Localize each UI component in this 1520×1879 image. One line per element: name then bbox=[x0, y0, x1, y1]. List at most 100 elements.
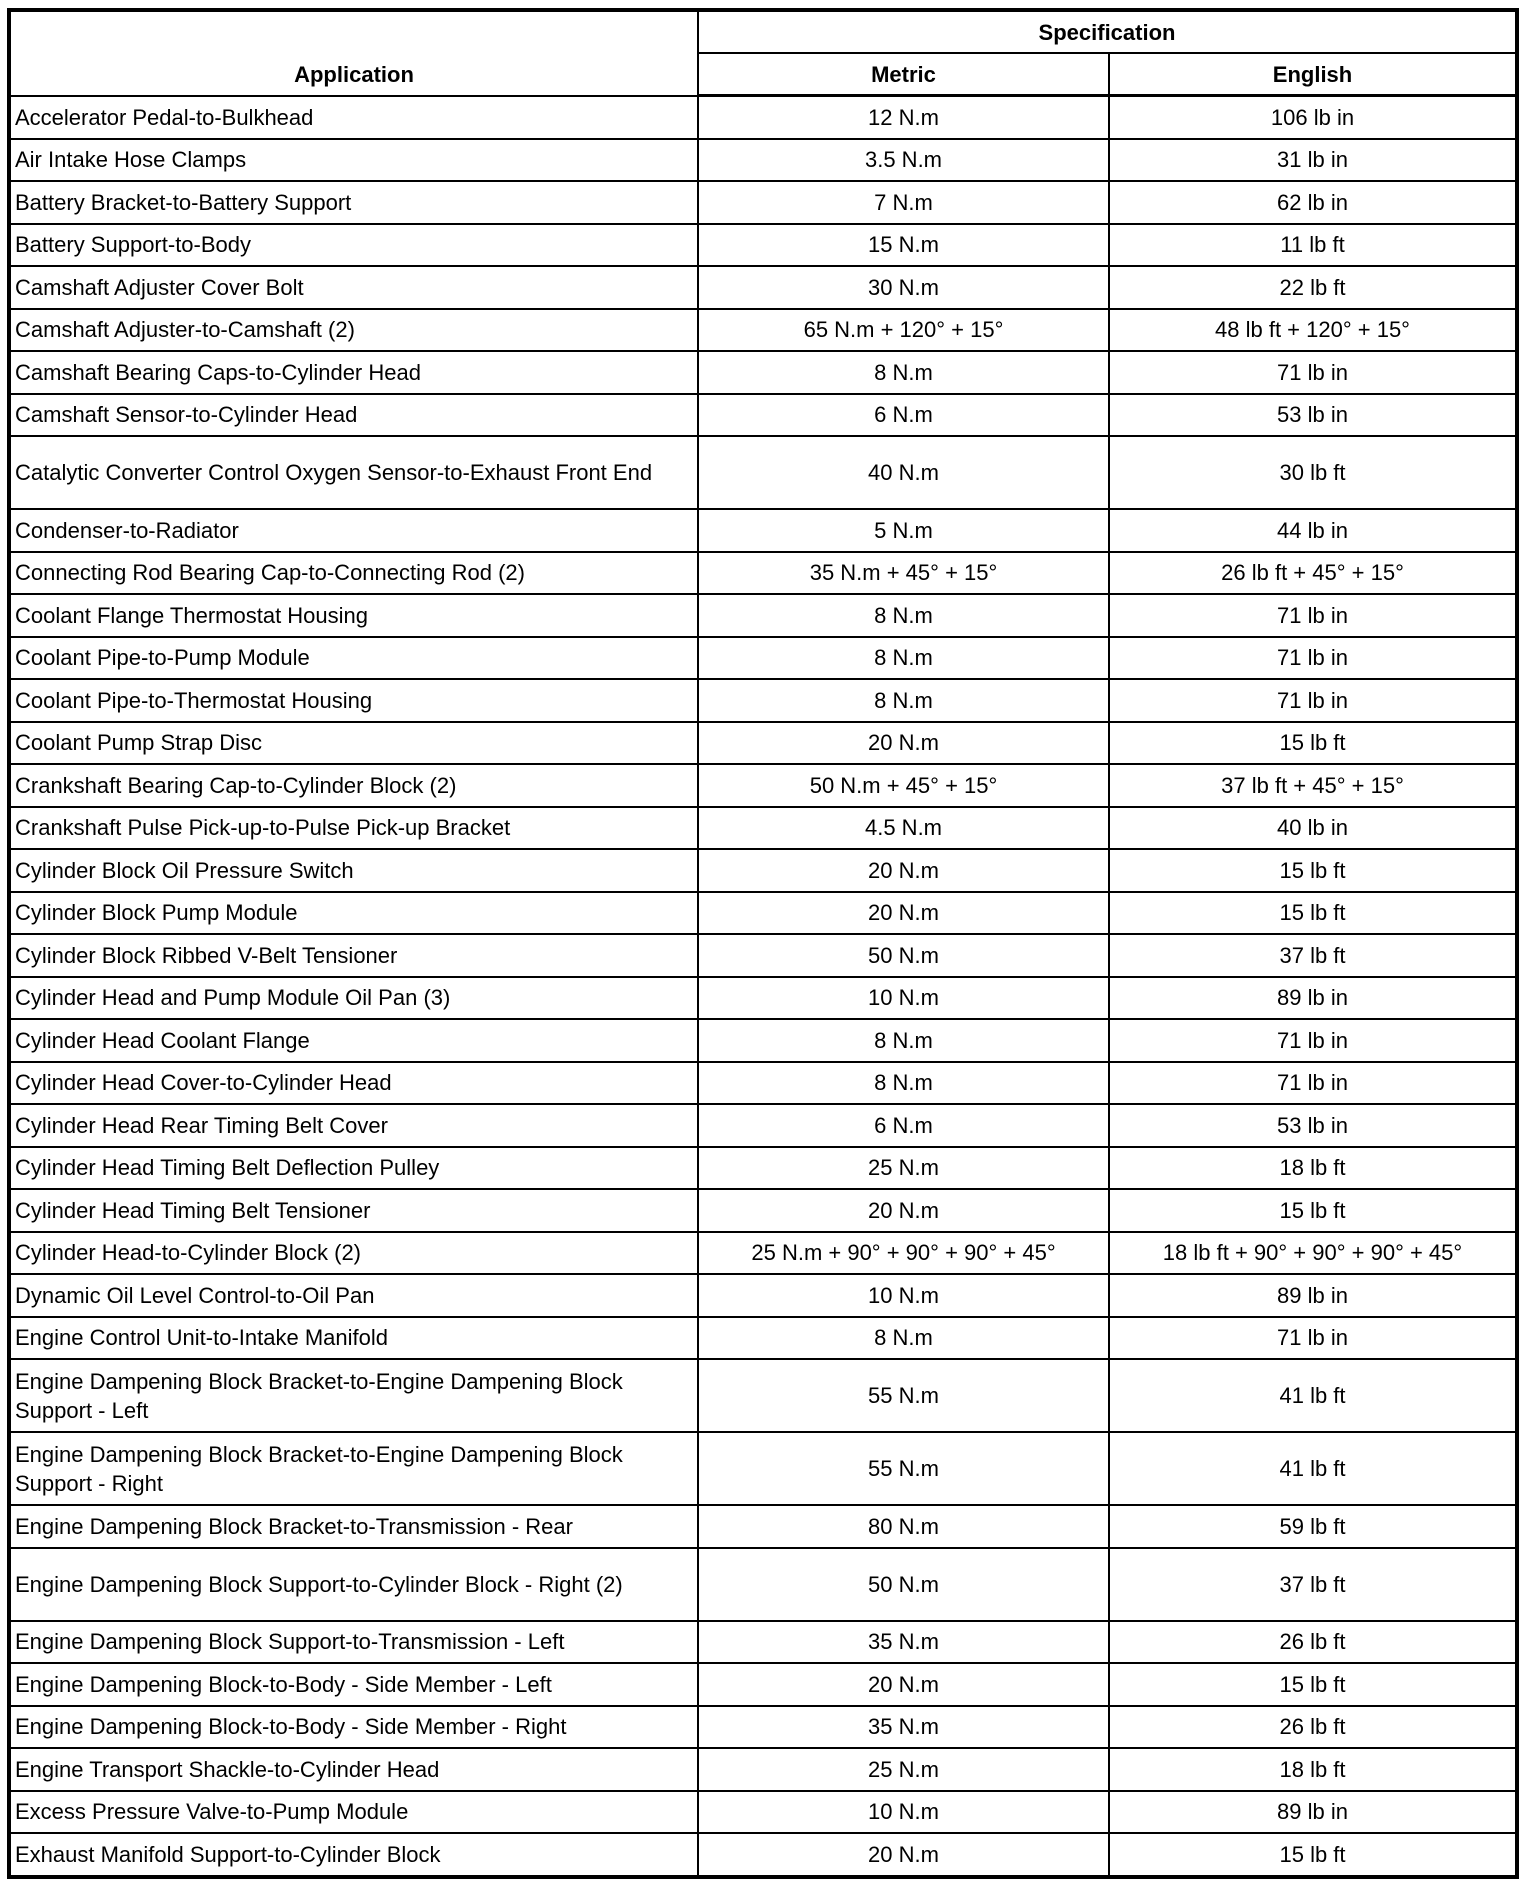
english-cell: 26 lb ft bbox=[1107, 1704, 1519, 1749]
table-row: Crankshaft Bearing Cap-to-Cylinder Block… bbox=[8, 763, 1519, 808]
english-cell: 18 lb ft + 90° + 90° + 90° + 45° bbox=[1107, 1230, 1519, 1275]
application-cell: Cylinder Head-to-Cylinder Block (2) bbox=[8, 1230, 699, 1275]
metric-cell: 3.5 N.m bbox=[697, 137, 1110, 182]
metric-cell: 8 N.m bbox=[697, 1060, 1110, 1105]
application-cell: Cylinder Head Timing Belt Deflection Pul… bbox=[8, 1145, 699, 1190]
english-cell: 15 lb ft bbox=[1107, 848, 1519, 893]
table-row: Cylinder Head Cover-to-Cylinder Head 8 N.… bbox=[8, 1060, 1519, 1105]
metric-cell: 80 N.m bbox=[697, 1504, 1110, 1549]
application-cell: Engine Control Unit-to-Intake Manifold bbox=[8, 1315, 699, 1360]
english-cell: 71 lb in bbox=[1107, 678, 1519, 723]
table-row: Coolant Pipe-to-Thermostat Housing 8 N.m 7… bbox=[8, 678, 1519, 723]
table-row: Cylinder Head Rear Timing Belt Cover 6 N.… bbox=[8, 1103, 1519, 1148]
table-row: Excess Pressure Valve-to-Pump Module 10 N… bbox=[8, 1789, 1519, 1834]
table-row: Camshaft Bearing Caps-to-Cylinder Head 8 … bbox=[8, 350, 1519, 395]
application-cell: Cylinder Head and Pump Module Oil Pan (3… bbox=[8, 975, 699, 1020]
table-row: Cylinder Block Oil Pressure Switch 20 N.m… bbox=[8, 848, 1519, 893]
metric-cell: 30 N.m bbox=[697, 265, 1110, 310]
application-cell: Engine Dampening Block-to-Body - Side Me… bbox=[8, 1662, 699, 1707]
table-row: Engine Dampening Block Support-to-Transm… bbox=[8, 1619, 1519, 1664]
metric-cell: 40 N.m bbox=[697, 435, 1110, 510]
english-cell: 15 lb ft bbox=[1107, 1188, 1519, 1233]
table-row: Camshaft Adjuster Cover Bolt 30 N.m 22 lb … bbox=[8, 265, 1519, 310]
table-row: Engine Control Unit-to-Intake Manifold 8 … bbox=[8, 1315, 1519, 1360]
metric-cell: 35 N.m bbox=[697, 1619, 1110, 1664]
metric-cell: 55 N.m bbox=[697, 1431, 1110, 1506]
application-cell: Camshaft Adjuster Cover Bolt bbox=[8, 265, 699, 310]
metric-cell: 10 N.m bbox=[697, 1789, 1110, 1834]
header-metric: Metric bbox=[697, 52, 1110, 97]
application-cell: Engine Dampening Block Bracket-to-Engine… bbox=[8, 1431, 699, 1506]
header-english: English bbox=[1107, 52, 1519, 97]
english-cell: 41 lb ft bbox=[1107, 1431, 1519, 1506]
english-cell: 40 lb in bbox=[1107, 805, 1519, 850]
metric-cell: 20 N.m bbox=[697, 848, 1110, 893]
application-cell: Coolant Pump Strap Disc bbox=[8, 720, 699, 765]
table-row: Coolant Flange Thermostat Housing 8 N.m 71… bbox=[8, 593, 1519, 638]
metric-cell: 20 N.m bbox=[697, 720, 1110, 765]
english-cell: 89 lb in bbox=[1107, 1273, 1519, 1318]
metric-cell: 25 N.m + 90° + 90° + 90° + 45° bbox=[697, 1230, 1110, 1275]
english-cell: 37 lb ft bbox=[1107, 1546, 1519, 1622]
english-cell: 11 lb ft bbox=[1107, 222, 1519, 267]
table-row: Condenser-to-Radiator 5 N.m 44 lb in bbox=[8, 508, 1519, 553]
application-cell: Cylinder Block Oil Pressure Switch bbox=[8, 848, 699, 893]
table-row: Engine Dampening Block Bracket-to-Engine… bbox=[8, 1358, 1519, 1433]
metric-cell: 6 N.m bbox=[697, 392, 1110, 437]
application-cell: Excess Pressure Valve-to-Pump Module bbox=[8, 1789, 699, 1834]
torque-spec-table: Application Specification Metric English… bbox=[7, 8, 1520, 1879]
application-cell: Coolant Pipe-to-Pump Module bbox=[8, 635, 699, 680]
english-cell: 30 lb ft bbox=[1107, 435, 1519, 510]
application-cell: Cylinder Block Ribbed V-Belt Tensioner bbox=[8, 933, 699, 978]
metric-cell: 50 N.m bbox=[697, 1546, 1110, 1622]
english-cell: 62 lb in bbox=[1107, 180, 1519, 225]
english-cell: 48 lb ft + 120° + 15° bbox=[1107, 307, 1519, 352]
application-cell: Cylinder Head Rear Timing Belt Cover bbox=[8, 1103, 699, 1148]
application-cell: Cylinder Head Coolant Flange bbox=[8, 1018, 699, 1063]
metric-cell: 6 N.m bbox=[697, 1103, 1110, 1148]
metric-cell: 65 N.m + 120° + 15° bbox=[697, 307, 1110, 352]
english-cell: 71 lb in bbox=[1107, 1060, 1519, 1105]
application-cell: Condenser-to-Radiator bbox=[8, 508, 699, 553]
metric-cell: 55 N.m bbox=[697, 1358, 1110, 1433]
metric-cell: 50 N.m bbox=[697, 933, 1110, 978]
application-cell: Cylinder Head Cover-to-Cylinder Head bbox=[8, 1060, 699, 1105]
application-cell: Connecting Rod Bearing Cap-to-Connecting… bbox=[8, 550, 699, 595]
english-cell: 15 lb ft bbox=[1107, 1662, 1519, 1707]
table-row: Cylinder Head-to-Cylinder Block (2) 25 N.… bbox=[8, 1230, 1519, 1275]
application-cell: Engine Dampening Block Bracket-to-Engine… bbox=[8, 1358, 699, 1433]
table-row: Cylinder Head Timing Belt Tensioner 20 N.… bbox=[8, 1188, 1519, 1233]
table-row: Engine Dampening Block-to-Body - Side Me… bbox=[8, 1662, 1519, 1707]
metric-cell: 20 N.m bbox=[697, 890, 1110, 935]
english-cell: 15 lb ft bbox=[1107, 720, 1519, 765]
english-cell: 31 lb in bbox=[1107, 137, 1519, 182]
application-cell: Engine Dampening Block-to-Body - Side Me… bbox=[8, 1704, 699, 1749]
english-cell: 18 lb ft bbox=[1107, 1145, 1519, 1190]
table-row: Camshaft Sensor-to-Cylinder Head 6 N.m 53 … bbox=[8, 392, 1519, 437]
english-cell: 106 lb in bbox=[1107, 94, 1519, 140]
english-cell: 71 lb in bbox=[1107, 635, 1519, 680]
english-cell: 71 lb in bbox=[1107, 350, 1519, 395]
application-cell: Air Intake Hose Clamps bbox=[8, 137, 699, 182]
application-cell: Crankshaft Pulse Pick-up-to-Pulse Pick-u… bbox=[8, 805, 699, 850]
metric-cell: 8 N.m bbox=[697, 635, 1110, 680]
english-cell: 41 lb ft bbox=[1107, 1358, 1519, 1433]
table-row: Connecting Rod Bearing Cap-to-Connecting… bbox=[8, 550, 1519, 595]
application-cell: Camshaft Adjuster-to-Camshaft (2) bbox=[8, 307, 699, 352]
application-cell: Battery Bracket-to-Battery Support bbox=[8, 180, 699, 225]
table-row: Cylinder Head Coolant Flange 8 N.m 71 lb i… bbox=[8, 1018, 1519, 1063]
application-cell: Engine Dampening Block Support-to-Transm… bbox=[8, 1619, 699, 1664]
header-specification: Specification bbox=[696, 9, 1519, 54]
application-cell: Engine Dampening Block Support-to-Cylind… bbox=[8, 1546, 699, 1622]
table-row: Cylinder Block Pump Module 20 N.m 15 lb ft bbox=[8, 890, 1519, 935]
metric-cell: 8 N.m bbox=[697, 1018, 1110, 1063]
table-row: Cylinder Block Ribbed V-Belt Tensioner 50… bbox=[8, 933, 1519, 978]
header-application: Application bbox=[8, 9, 699, 96]
english-cell: 26 lb ft bbox=[1107, 1619, 1519, 1664]
application-cell: Engine Dampening Block Bracket-to-Transm… bbox=[8, 1504, 699, 1549]
application-cell: Crankshaft Bearing Cap-to-Cylinder Block… bbox=[8, 763, 699, 808]
english-cell: 26 lb ft + 45° + 15° bbox=[1107, 550, 1519, 595]
table-row: Cylinder Head Timing Belt Deflection Pul… bbox=[8, 1145, 1519, 1190]
application-cell: Camshaft Bearing Caps-to-Cylinder Head bbox=[8, 350, 699, 395]
metric-cell: 35 N.m + 45° + 15° bbox=[697, 550, 1110, 595]
